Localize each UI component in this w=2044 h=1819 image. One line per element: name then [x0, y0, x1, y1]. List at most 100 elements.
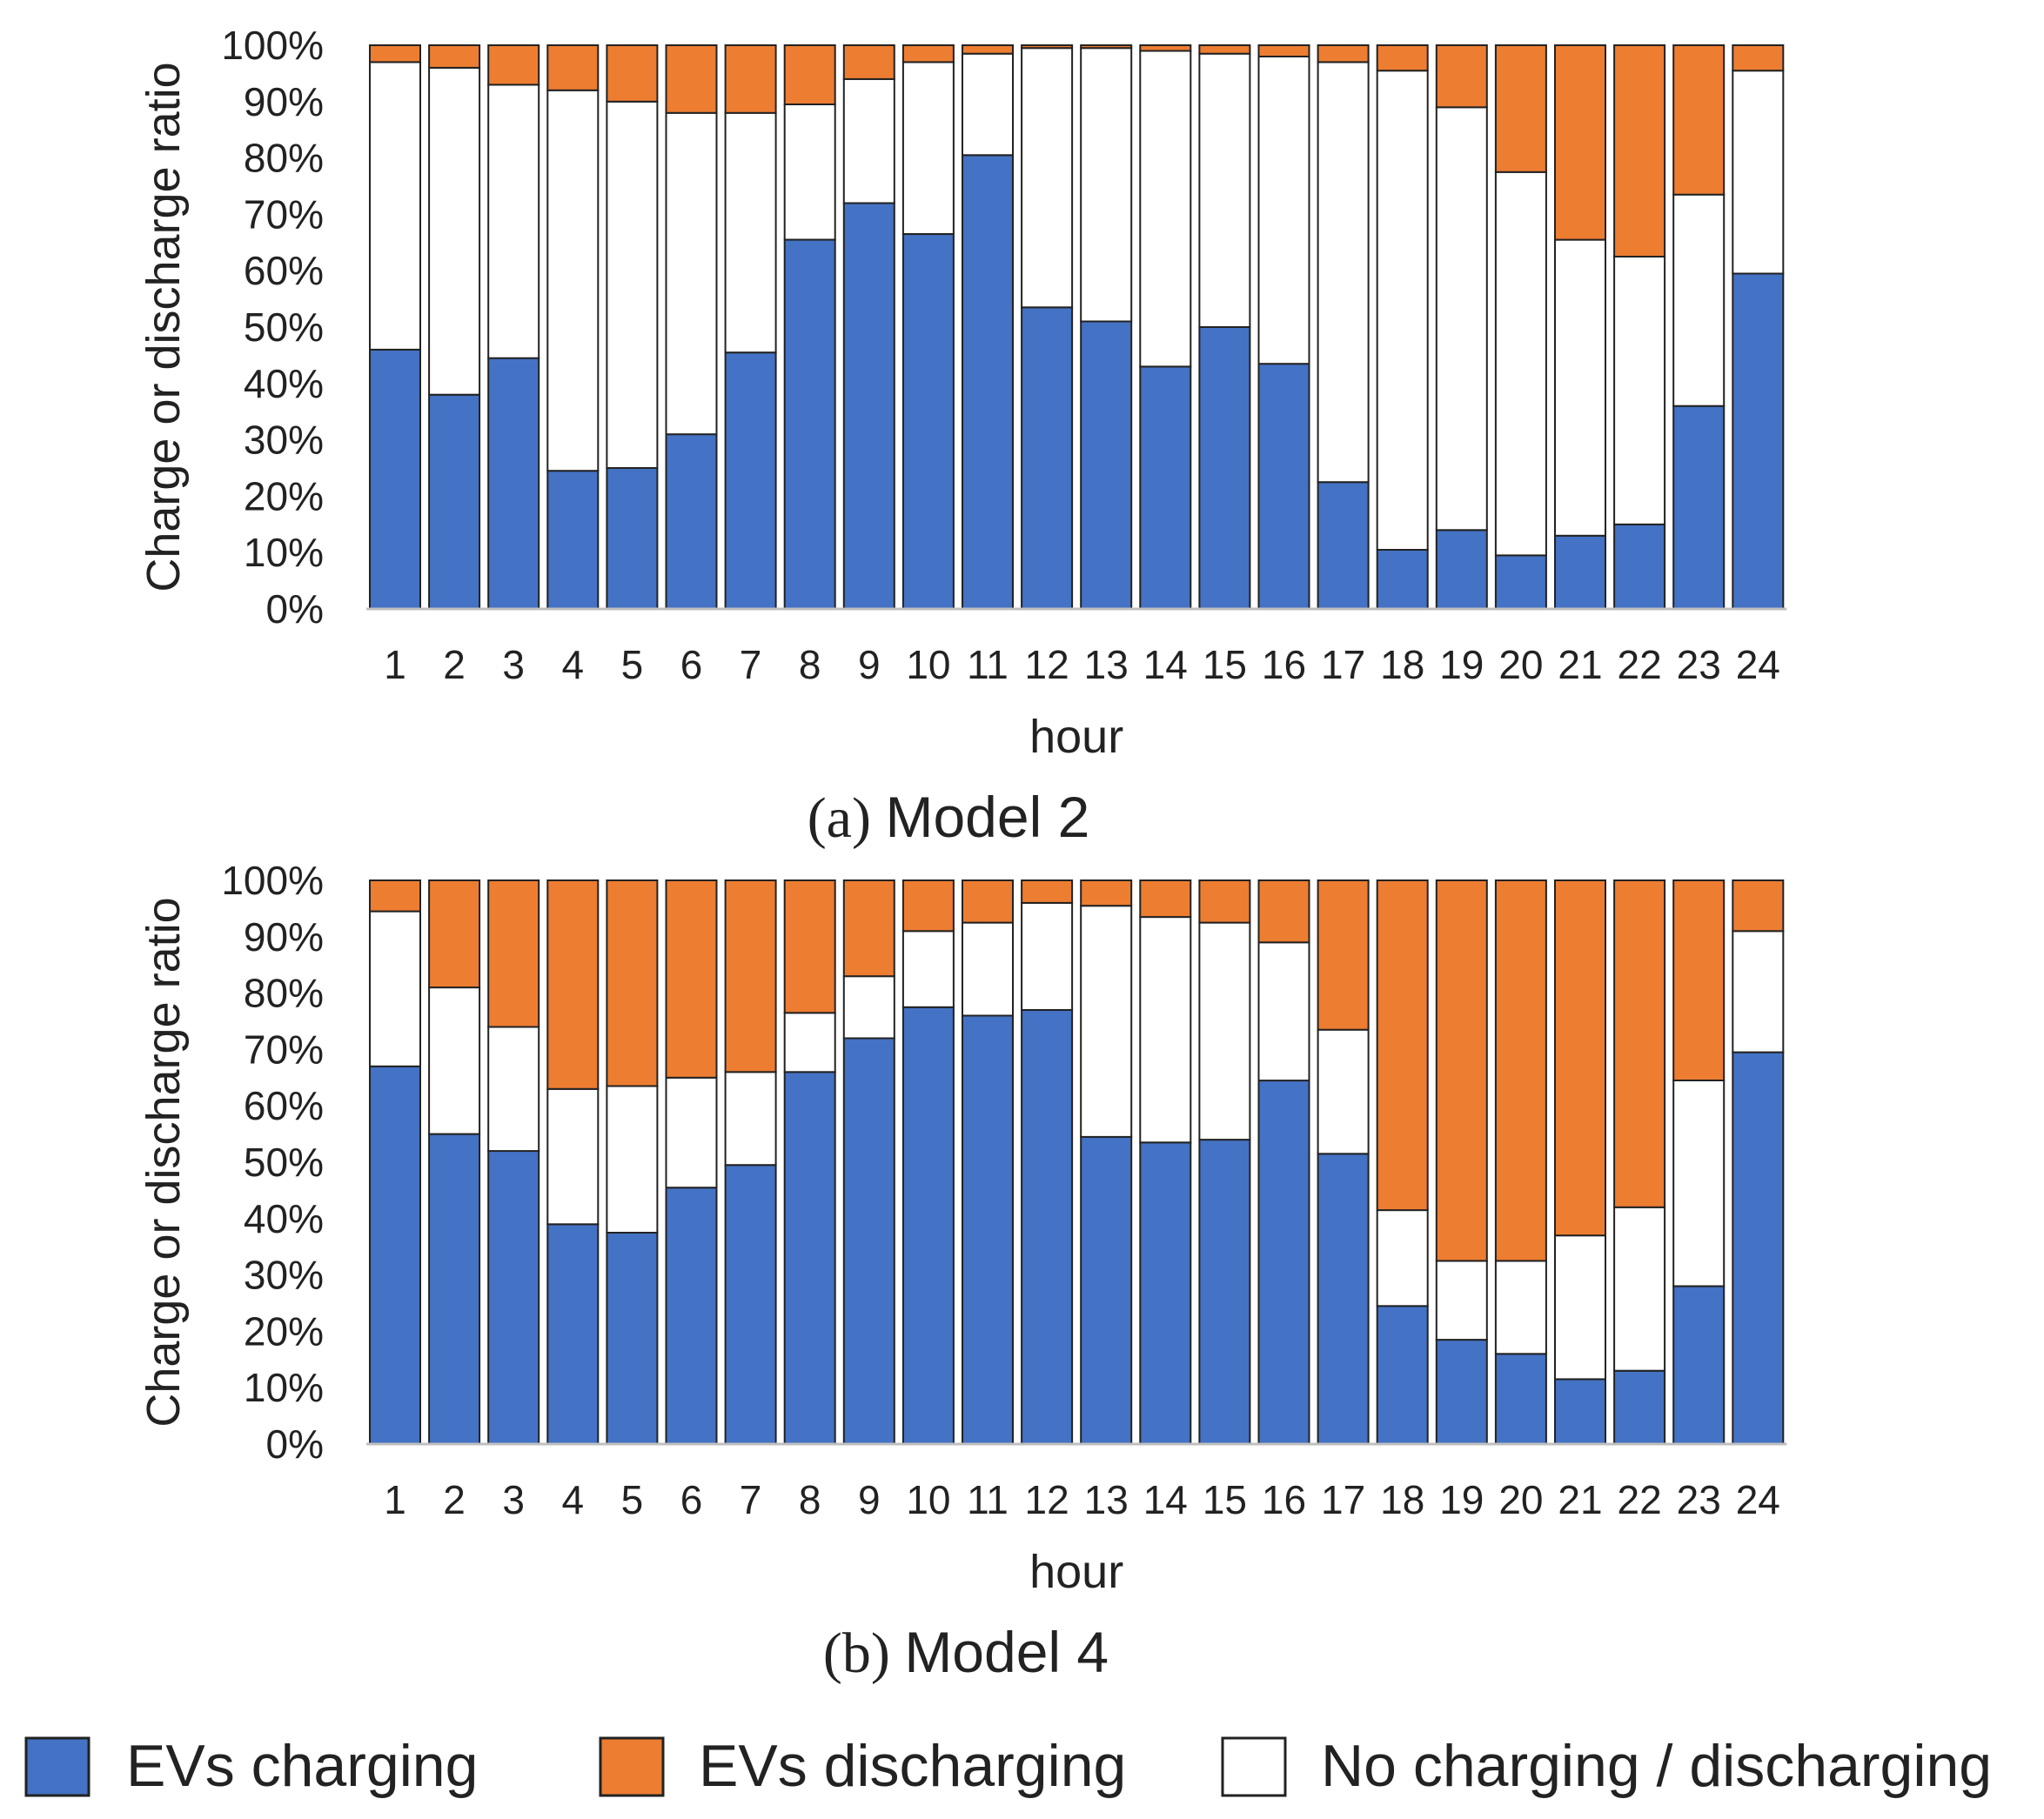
bar-segment-no-charging-discharging	[783, 1012, 836, 1073]
bar-segment-no-charging-discharging	[1021, 901, 1074, 1012]
bar-segment-no-charging-discharging	[487, 84, 540, 359]
bar-segment-evs-discharging	[665, 879, 718, 1079]
x-tick-label: 14	[1143, 642, 1188, 687]
bar-segment-no-charging-discharging	[901, 61, 955, 236]
bar-segment-evs-charging	[487, 1150, 540, 1445]
bar-segment-no-charging-discharging	[1257, 941, 1310, 1082]
bar-segment-evs-charging	[1554, 1378, 1606, 1445]
bar-segment-no-charging-discharging	[901, 930, 955, 1008]
x-tick-label: 22	[1618, 642, 1662, 687]
bar-segment-no-charging-discharging	[1672, 1080, 1726, 1287]
bar-segment-no-charging-discharging	[1613, 1206, 1666, 1372]
chart-caption-title: Model 2	[885, 785, 1089, 849]
bar-segment-evs-discharging	[1317, 879, 1370, 1031]
bar-segment-evs-discharging	[369, 44, 421, 64]
y-tick-label: 10%	[244, 1365, 324, 1410]
bar-segment-no-charging-discharging	[1257, 56, 1310, 365]
bar-segment-evs-charging	[1080, 1135, 1133, 1446]
bar-segment-evs-charging	[842, 1037, 895, 1446]
bar-segment-evs-discharging	[783, 44, 836, 105]
bar-segment-no-charging-discharging	[1435, 106, 1488, 532]
chart-caption: (b) Model 4	[823, 1620, 1109, 1685]
bar-segment-evs-charging	[1554, 534, 1606, 610]
bar-segment-no-charging-discharging	[665, 1076, 718, 1189]
bar-segment-no-charging-discharging	[1554, 238, 1606, 537]
y-tick-label: 40%	[244, 1196, 324, 1241]
x-tick-label: 15	[1203, 1477, 1247, 1522]
bar-segment-evs-charging	[606, 1232, 659, 1445]
bar-segment-no-charging-discharging	[724, 111, 777, 354]
bar-segment-evs-charging	[1021, 306, 1074, 610]
bar-segment-evs-discharging	[546, 879, 600, 1090]
x-tick-label: 4	[562, 1477, 585, 1522]
y-tick-label: 90%	[244, 914, 324, 960]
bar-segment-no-charging-discharging	[842, 77, 895, 204]
bar-segment-evs-charging	[783, 1071, 836, 1446]
x-tick-label: 2	[443, 1477, 466, 1522]
bar-segment-evs-charging	[546, 470, 600, 611]
bar-segment-evs-discharging	[1376, 879, 1429, 1212]
x-tick-label: 5	[621, 642, 644, 687]
bar-segment-no-charging-discharging	[369, 910, 421, 1067]
x-tick-label: 23	[1677, 1477, 1721, 1522]
y-tick-label: 60%	[244, 1083, 324, 1128]
bar-segment-evs-charging	[1672, 405, 1726, 611]
bar-segment-evs-discharging	[1494, 44, 1547, 173]
bar-segment-no-charging-discharging	[1376, 70, 1429, 551]
x-tick-label: 24	[1736, 642, 1780, 687]
bar-segment-no-charging-discharging	[1554, 1234, 1606, 1381]
bar-segment-evs-charging	[901, 233, 955, 610]
bar-segment-evs-discharging	[962, 44, 1014, 55]
bar-segment-evs-charging	[487, 357, 540, 610]
bar-segment-evs-charging	[1732, 1051, 1785, 1445]
bar-segment-evs-discharging	[1554, 44, 1606, 241]
bar-segment-evs-charging	[665, 1187, 718, 1445]
x-tick-label: 18	[1380, 1477, 1424, 1522]
x-tick-label: 12	[1025, 642, 1069, 687]
bar-segment-evs-charging	[1198, 1139, 1251, 1445]
bar-segment-evs-charging	[1257, 363, 1310, 610]
bar-segment-evs-discharging	[1494, 879, 1547, 1262]
bar-segment-no-charging-discharging	[1613, 256, 1666, 525]
bar-segment-evs-charging	[1435, 1339, 1488, 1445]
x-tick-label: 13	[1084, 642, 1129, 687]
bar-segment-evs-discharging	[1613, 44, 1666, 257]
bar-segment-no-charging-discharging	[487, 1026, 540, 1153]
legend-label-discharging: EVs discharging	[699, 1733, 1126, 1799]
bar-segment-no-charging-discharging	[546, 1087, 600, 1226]
bar-segment-evs-discharging	[1080, 44, 1133, 50]
bar-segment-evs-discharging	[1021, 44, 1074, 50]
x-tick-label: 13	[1084, 1477, 1129, 1522]
y-axis-title: Charge or discharge ratio	[137, 897, 190, 1427]
bar-segment-no-charging-discharging	[1080, 905, 1133, 1138]
bar-segment-evs-discharging	[1672, 44, 1726, 196]
bar-segment-evs-discharging	[1613, 879, 1666, 1208]
y-tick-label: 50%	[244, 1140, 324, 1185]
x-tick-label: 8	[799, 1477, 821, 1522]
bar-segment-evs-discharging	[1139, 44, 1192, 52]
bar-segment-evs-charging	[1732, 272, 1785, 610]
y-tick-label: 10%	[244, 530, 324, 575]
x-tick-label: 20	[1498, 642, 1543, 687]
bar-segment-no-charging-discharging	[1080, 47, 1133, 323]
x-tick-label: 3	[502, 642, 525, 687]
bar-segment-no-charging-discharging	[1139, 50, 1192, 368]
bar-segment-no-charging-discharging	[1732, 930, 1785, 1053]
bar-segment-no-charging-discharging	[962, 921, 1014, 1017]
bar-segment-evs-discharging	[487, 44, 540, 86]
x-tick-label: 19	[1439, 1477, 1484, 1522]
x-tick-label: 2	[443, 642, 466, 687]
bar-segment-evs-discharging	[1198, 879, 1251, 924]
bar-segment-evs-discharging	[724, 879, 777, 1073]
x-tick-label: 14	[1143, 1477, 1188, 1522]
bar-segment-evs-charging	[546, 1223, 600, 1446]
bar-segment-evs-charging	[1376, 549, 1429, 610]
y-tick-label: 20%	[244, 473, 324, 518]
x-tick-label: 1	[384, 1477, 406, 1522]
bar-segment-no-charging-discharging	[1435, 1260, 1488, 1341]
chart-caption: (a) Model 2	[808, 785, 1090, 850]
bar-segment-evs-discharging	[1317, 44, 1370, 64]
bar-segment-evs-charging	[1672, 1285, 1726, 1445]
bar-segment-no-charging-discharging	[1672, 193, 1726, 407]
